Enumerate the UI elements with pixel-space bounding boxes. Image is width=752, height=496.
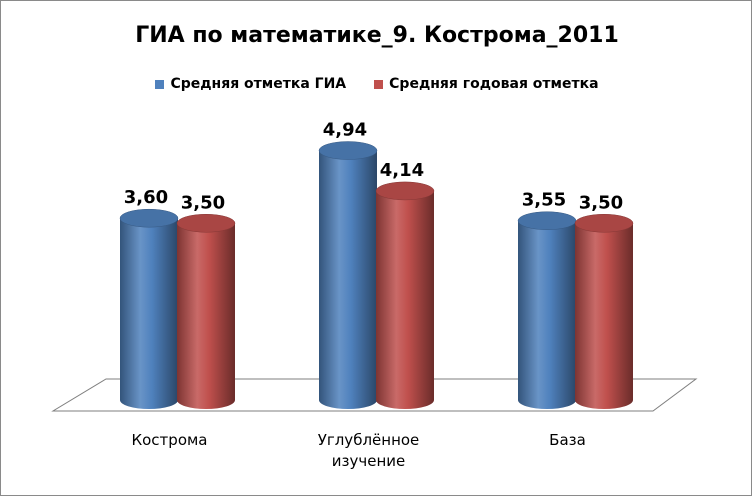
legend-item-series-2: Средняя годовая отметка — [374, 76, 599, 92]
category-label-line: изучение — [331, 452, 406, 470]
bar-body — [575, 223, 633, 409]
legend-label-series-2: Средняя годовая отметка — [389, 76, 599, 92]
bar-top — [176, 214, 236, 233]
category-label-2: Углублённое изучение — [289, 430, 449, 472]
bar-top — [375, 181, 435, 201]
bar-body — [319, 150, 377, 409]
bar-gia-2 — [318, 141, 378, 409]
bar-body — [518, 220, 576, 409]
category-label-line: Углублённое — [317, 431, 420, 449]
category-label-line: Кострома — [131, 431, 208, 449]
data-label-gia-2: 4,94 — [323, 120, 367, 141]
bar-body — [376, 190, 434, 409]
bar-top — [574, 214, 634, 233]
category-label-3: База — [488, 430, 648, 451]
legend-item-series-1: Средняя отметка ГИА — [155, 76, 346, 92]
bar-body — [177, 223, 235, 409]
bars-group — [119, 141, 634, 409]
chart-title: ГИА по математике_9. Кострома_2011 — [135, 23, 619, 48]
category-label-line: База — [549, 431, 586, 449]
bar-annual-1 — [176, 214, 236, 409]
data-label-annual-2: 4,14 — [380, 160, 424, 181]
bar-top — [119, 208, 179, 228]
bar-body — [120, 218, 178, 409]
data-label-gia-3: 3,55 — [522, 190, 566, 211]
bar-gia-3 — [517, 211, 577, 409]
legend-swatch-series-2 — [374, 79, 384, 89]
data-label-gia-1: 3,60 — [124, 187, 168, 208]
bar-top — [517, 211, 577, 230]
bar-gia-1 — [119, 208, 179, 409]
legend-swatch-series-1 — [155, 79, 165, 89]
legend: Средняя отметка ГИА Средняя годовая отме… — [1, 76, 751, 92]
bar-annual-2 — [375, 181, 435, 409]
category-label-1: Кострома — [90, 430, 250, 451]
data-label-annual-1: 3,50 — [181, 192, 225, 213]
data-label-annual-3: 3,50 — [579, 192, 623, 213]
legend-label-series-1: Средняя отметка ГИА — [170, 76, 347, 92]
bar-top — [318, 141, 378, 160]
bar-annual-3 — [574, 214, 634, 409]
